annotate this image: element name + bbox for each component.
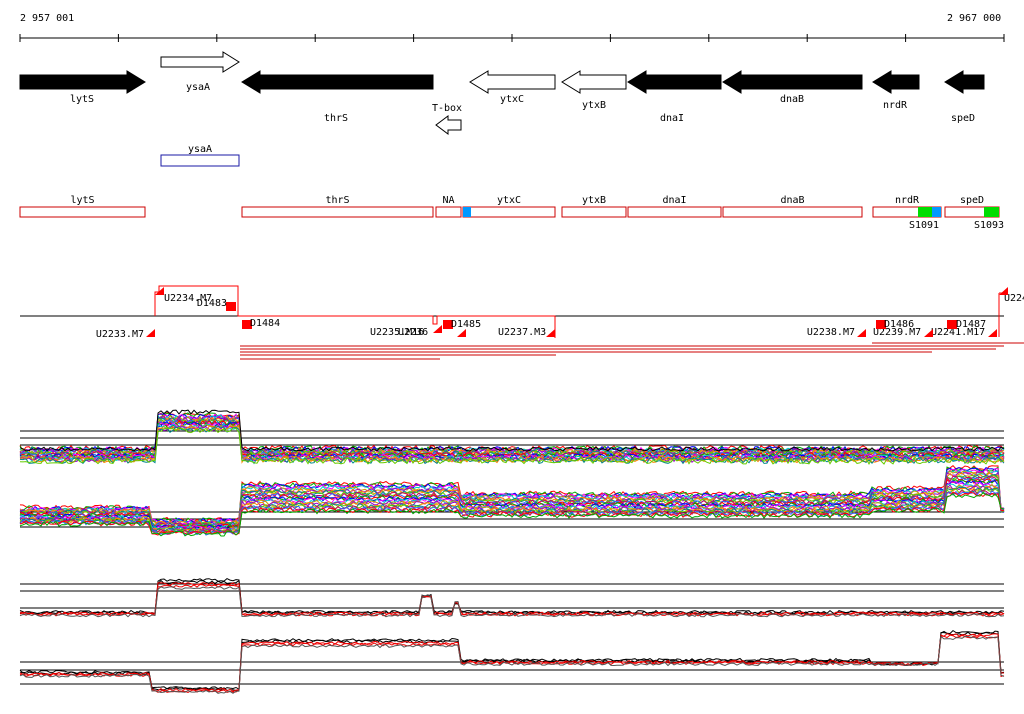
- gene-label-thrs: thrS: [324, 113, 348, 124]
- segment-label-up: U2239.M7: [873, 327, 921, 338]
- annotation-box-red: [722, 206, 863, 218]
- annotation-label-red: NA: [442, 195, 454, 206]
- segment-label-down: D1486: [884, 319, 914, 330]
- summary-line: [19, 586, 1005, 618]
- segment-label-down: D1483: [197, 298, 227, 309]
- annotation-label-red: lytS: [70, 195, 94, 206]
- gene-label-dnai: dnaI: [660, 113, 684, 124]
- segment-triangle: [857, 329, 866, 337]
- gene-label-lyts: lytS: [70, 94, 94, 105]
- segment-label-down: D1484: [250, 318, 280, 329]
- gene-label-sped: speD: [951, 113, 975, 124]
- annotation-label-red: thrS: [325, 195, 349, 206]
- annotation-label-red: speD: [960, 195, 984, 206]
- segment-label-up: U2238.M7: [807, 327, 855, 338]
- summary-line: [19, 634, 1005, 694]
- segment-label-up: U2236: [398, 327, 428, 338]
- segment-label-up: U2233.M7: [96, 329, 144, 340]
- segment-triangle: [433, 325, 442, 333]
- segment-label-up: U224: [1004, 293, 1024, 304]
- annotation-label-red: ytxC: [497, 195, 521, 206]
- site-marker-blue: [932, 207, 941, 217]
- segment-triangle: [155, 287, 164, 295]
- gene-arrow-ytxc: [469, 70, 556, 94]
- gene-arrow-nrdr: [872, 70, 920, 94]
- profile-line: [19, 426, 1005, 465]
- segment-label-up: U2234.M7: [164, 293, 212, 304]
- gene-label-t-box: T-box: [432, 103, 462, 114]
- profile-line: [19, 491, 1005, 536]
- profile-line: [19, 478, 1004, 530]
- summary-profile-reverse: [19, 629, 1005, 694]
- gene-arrow-t-box: [435, 115, 462, 135]
- segment-triangle: [546, 329, 555, 337]
- gene-arrow-sped: [944, 70, 985, 94]
- annotation-box-red: [627, 206, 722, 218]
- segment-label-down: D1487: [956, 319, 986, 330]
- segment-label-up: U2241.M17: [931, 327, 985, 338]
- segment-triangle: [924, 329, 933, 337]
- gene-track: lytS ysaA thrS T-box ytxC ytxB dnaI dnaB nrdR spe…: [19, 51, 985, 135]
- site-marker-green: [918, 207, 932, 217]
- site-marker-blue: [463, 207, 471, 217]
- coordinate-ruler: [19, 34, 1005, 42]
- gene-arrow-thrs: [241, 70, 434, 94]
- profile-line: [19, 492, 1005, 537]
- summary-line: [19, 635, 1005, 694]
- segment-triangle: [988, 329, 997, 337]
- segment-marker-down: [947, 320, 957, 329]
- segment-marker-down: [242, 320, 252, 329]
- gene-arrow-dnai: [627, 70, 722, 94]
- site-marker-green: [984, 207, 999, 217]
- summary-line: [19, 583, 1005, 617]
- annotation-label-red: nrdR: [895, 195, 920, 206]
- segment-label-down: D1485: [451, 319, 481, 330]
- summary-line: [19, 581, 1005, 616]
- annotation-label-red: ytxB: [582, 195, 606, 206]
- site-label: S1091: [909, 220, 939, 231]
- ruler-end-label: 2 967 000: [947, 13, 1002, 24]
- ruler-start-label: 2 957 001: [20, 13, 75, 24]
- annotation-track: ysaA lytS thrS NA ytxC ytxB dnaI dnaB nrdR speD S1…: [19, 144, 1004, 231]
- segment-triangle: [999, 287, 1008, 295]
- annotation-label-blue: ysaA: [188, 144, 212, 155]
- profile-line: [19, 484, 1005, 533]
- gene-arrow-lyts: [19, 70, 146, 94]
- segment-marker-down: [876, 320, 886, 329]
- expression-profiles-forward: [19, 409, 1005, 465]
- gene-label-dnab: dnaB: [780, 94, 804, 105]
- annotation-box-red: [462, 206, 556, 218]
- segment-marker-down: [443, 320, 453, 329]
- profile-line: [19, 487, 1005, 535]
- gene-label-nrdr: nrdR: [883, 100, 908, 111]
- segment-triangle: [146, 329, 155, 337]
- annotation-box-red: [561, 206, 627, 218]
- gene-label-ytxc: ytxC: [500, 94, 524, 105]
- annotation-box-red: [19, 206, 146, 218]
- segment-step: [154, 285, 556, 338]
- gene-arrow-ysaa: [160, 51, 240, 73]
- gene-label-ytxb: ytxB: [582, 100, 606, 111]
- profile-line-black: [19, 409, 1005, 452]
- annotation-box-red: [435, 206, 462, 218]
- gene-arrow-ytxb: [561, 70, 627, 94]
- profile-line: [19, 468, 1005, 525]
- expression-profiles-reverse: [19, 465, 1005, 537]
- gene-arrow-dnab: [722, 70, 863, 94]
- annotation-label-red: dnaI: [662, 195, 686, 206]
- segment-marker-down: [226, 302, 236, 311]
- summary-profile-forward: [19, 578, 1005, 618]
- site-label: S1093: [974, 220, 1004, 231]
- annotation-label-red: dnaB: [780, 195, 804, 206]
- segment-label-up: U2237.M3: [498, 327, 546, 338]
- annotation-box-red: [241, 206, 434, 218]
- summary-line: [19, 631, 1005, 692]
- gene-label-ysaa: ysaA: [186, 82, 210, 93]
- annotation-box-blue: [160, 154, 240, 167]
- segment-triangle: [457, 329, 466, 337]
- segment-label-up: U2235.M16: [370, 327, 424, 338]
